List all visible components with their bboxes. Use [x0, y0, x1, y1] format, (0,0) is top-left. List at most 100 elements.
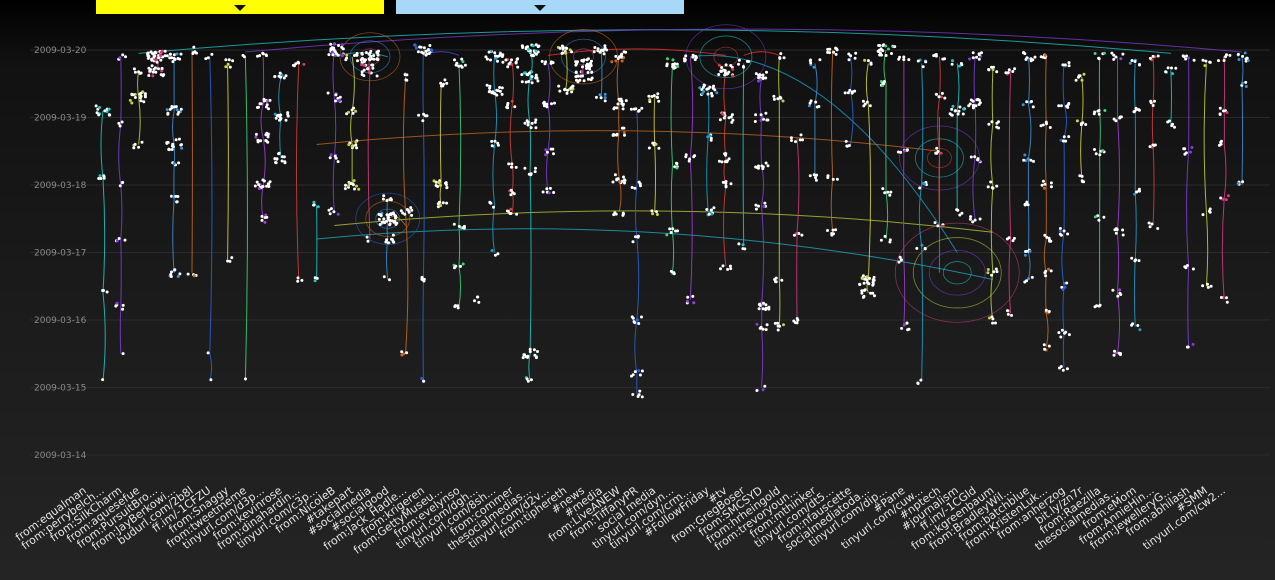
data-point — [528, 350, 532, 354]
data-point — [150, 64, 154, 68]
series-trace — [1027, 56, 1032, 280]
series-14 — [343, 52, 361, 191]
data-point — [1059, 138, 1063, 142]
series-trace — [865, 63, 872, 294]
data-point — [969, 215, 973, 219]
data-point — [711, 86, 715, 90]
data-point — [354, 109, 358, 113]
data-point — [762, 205, 766, 208]
data-point — [603, 92, 607, 96]
data-point — [807, 104, 811, 108]
data-point — [498, 89, 502, 93]
data-point — [814, 178, 818, 182]
data-point — [1047, 344, 1051, 348]
series-trace — [439, 83, 442, 206]
data-point — [107, 113, 111, 117]
y-tick-label: 2009-03-19 — [34, 114, 87, 124]
data-point — [986, 271, 990, 275]
data-point — [1059, 233, 1063, 237]
data-point — [1022, 158, 1026, 162]
data-point — [150, 51, 154, 55]
data-point — [1209, 284, 1213, 288]
data-point — [115, 301, 119, 305]
data-point — [360, 51, 364, 55]
data-point — [204, 57, 208, 61]
data-point — [978, 217, 982, 221]
data-point — [1156, 54, 1160, 58]
data-point — [755, 389, 759, 392]
data-point — [705, 208, 709, 211]
data-point — [153, 66, 157, 70]
data-point — [956, 208, 960, 212]
data-point — [417, 113, 421, 117]
data-point — [1170, 124, 1174, 128]
data-point — [1164, 70, 1168, 74]
data-point — [495, 88, 499, 92]
data-point — [1153, 99, 1156, 103]
data-point — [102, 289, 105, 292]
data-point — [282, 76, 286, 80]
data-point — [369, 54, 373, 58]
data-point — [155, 60, 159, 64]
data-point — [265, 184, 269, 188]
data-point — [1191, 267, 1195, 271]
data-point — [1093, 148, 1096, 151]
data-point — [253, 184, 257, 188]
data-point — [958, 105, 962, 109]
data-point — [951, 104, 955, 108]
data-point — [792, 319, 796, 323]
data-point — [915, 246, 919, 250]
data-point — [315, 276, 319, 280]
data-point — [552, 191, 556, 194]
data-point — [549, 147, 553, 151]
data-point — [754, 203, 758, 207]
data-point — [347, 143, 351, 147]
data-point — [336, 53, 340, 57]
data-point — [812, 65, 816, 69]
data-point — [673, 165, 677, 169]
data-point — [1244, 80, 1248, 84]
data-point — [1061, 63, 1065, 67]
data-point — [362, 68, 366, 72]
data-point — [385, 219, 389, 223]
data-point — [623, 133, 626, 137]
category-filter-dropdown-left[interactable] — [96, 0, 384, 14]
data-point — [384, 240, 388, 244]
data-point — [763, 201, 767, 205]
series-trace — [990, 70, 994, 321]
category-filter-dropdown-right[interactable] — [396, 0, 684, 14]
data-point — [174, 194, 178, 198]
data-point — [355, 184, 358, 188]
data-point — [611, 180, 615, 184]
data-point — [457, 64, 461, 68]
data-point — [463, 63, 467, 67]
data-point — [776, 97, 780, 101]
series-trace — [937, 56, 941, 226]
data-point — [487, 50, 491, 54]
data-point — [549, 60, 553, 64]
data-point — [165, 108, 169, 112]
data-point — [534, 166, 537, 170]
data-point — [614, 54, 618, 58]
data-point — [1025, 200, 1029, 204]
data-point — [427, 52, 431, 55]
data-point — [860, 291, 864, 295]
data-point — [989, 180, 993, 184]
data-point — [698, 86, 702, 90]
series-4 — [165, 52, 184, 278]
data-point — [586, 71, 590, 74]
data-point — [1130, 256, 1134, 260]
data-point — [615, 178, 619, 182]
data-point — [616, 102, 620, 106]
data-point — [1221, 197, 1225, 201]
data-point — [278, 115, 282, 119]
data-point — [388, 219, 392, 222]
data-point — [328, 212, 332, 216]
data-point — [638, 389, 642, 393]
data-point — [490, 144, 494, 148]
series-63 — [1217, 53, 1232, 304]
data-point — [350, 108, 354, 112]
data-point — [621, 212, 625, 216]
data-point — [544, 148, 548, 152]
data-point — [527, 80, 531, 83]
